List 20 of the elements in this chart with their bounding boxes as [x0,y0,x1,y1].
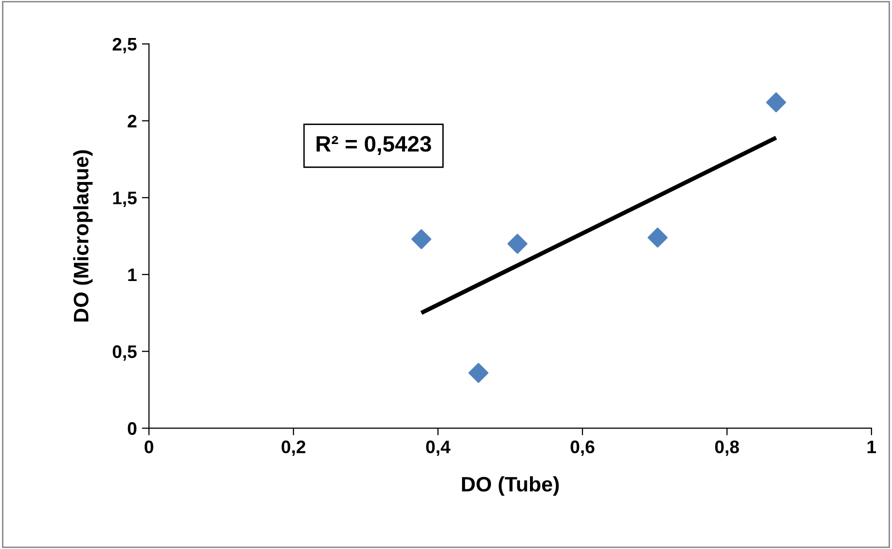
y-tick-label: 1 [128,268,137,282]
point [766,92,786,112]
x-tick-label: 0,2 [282,440,306,456]
y-tick-label: 2,5 [112,38,137,54]
annotation: R² = 0,5423 [316,136,432,155]
y-tick-label: 0 [128,422,136,435]
x-tick-label: 0,8 [715,440,739,456]
x-tick-label: 0 [144,440,154,454]
x-axis-title: DO (Tube) [462,476,559,496]
y-tick-label: 2 [128,114,136,128]
point [411,229,432,250]
y-tick-label: 1,5 [113,192,137,207]
x-tick-label: 0,4 [426,440,450,456]
y-tick-label: 0,5 [112,345,137,361]
y-axis-title: DO (Microplaque) [73,150,93,322]
x-tick-label: 0,6 [570,440,594,456]
x-tick-label: 1 [868,440,876,454]
point [648,228,668,248]
point [468,362,488,383]
point [507,234,528,254]
